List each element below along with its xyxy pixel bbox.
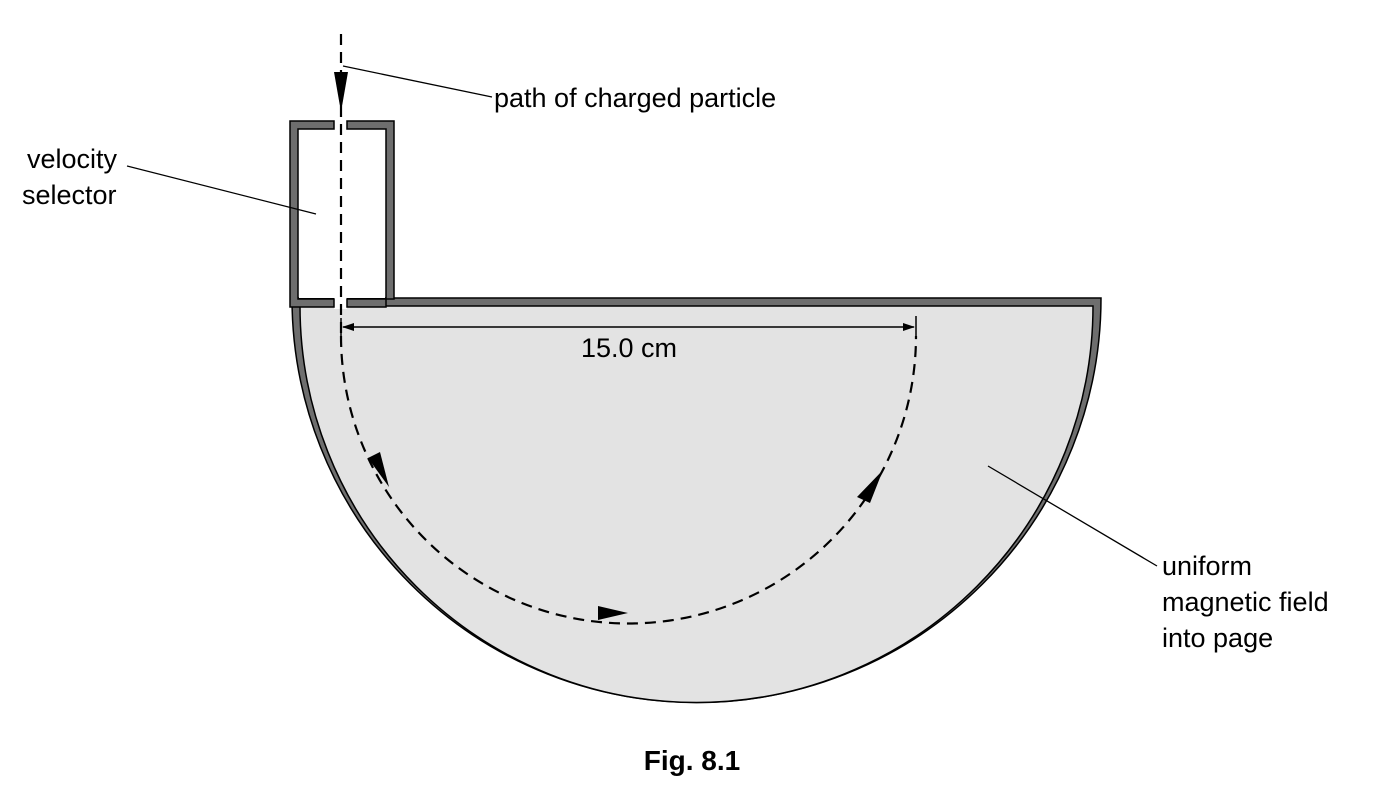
field-label-line2: magnetic field <box>1162 587 1329 617</box>
direction-arrow-left <box>368 452 389 487</box>
velocity-selector-label-line1: velocity <box>27 144 118 174</box>
direction-arrow-right <box>857 470 883 503</box>
field-label-line3: into page <box>1162 623 1273 653</box>
velocity-leader-line <box>126 165 317 215</box>
field-leader-line <box>987 465 1158 567</box>
chamber-entrance-slit <box>334 296 347 309</box>
field-label-line1: uniform <box>1162 551 1252 581</box>
path-label: path of charged particle <box>494 83 776 113</box>
velocity-selector-label-line2: selector <box>22 180 117 210</box>
semicircular-chamber <box>291 296 1102 704</box>
direction-arrow-bottom <box>598 606 628 620</box>
figure-caption: Fig. 8.1 <box>644 745 740 776</box>
dimension-label: 15.0 cm <box>581 333 677 363</box>
path-leader-line <box>342 65 493 98</box>
direction-arrow-top <box>334 72 348 112</box>
diameter-dimension: 15.0 cm <box>340 316 917 363</box>
selector-left-wall <box>289 120 335 308</box>
chamber-field-region <box>299 305 1094 704</box>
particle-path <box>334 34 918 625</box>
selector-right-wall <box>346 120 395 308</box>
